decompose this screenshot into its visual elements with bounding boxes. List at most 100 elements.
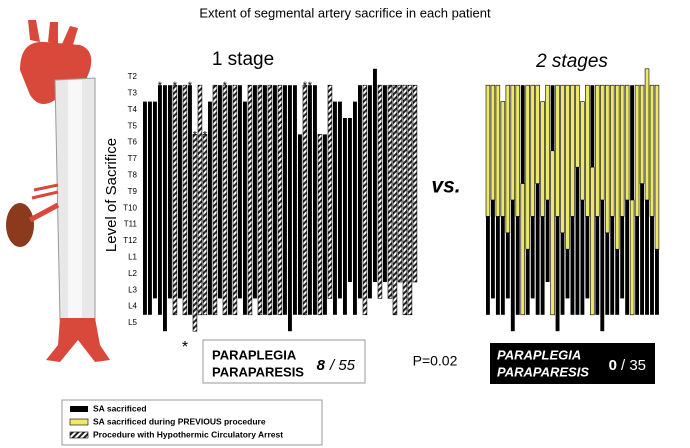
outcome-events: 8 [317,357,326,374]
bar-segment [605,84,610,234]
bar-segment [530,84,535,217]
bar-segment [148,101,152,315]
bar-segment [298,134,302,315]
bar-segment [212,84,218,316]
y-tick-label: L3 [128,285,137,294]
bar-annotation: * [223,80,228,92]
bar-segment [655,249,659,315]
bar-segment [595,84,600,217]
bar-segment [525,249,530,315]
p-value: P=0.02 [413,353,458,369]
bar-segment [600,200,605,332]
bar-segment [302,84,308,316]
bar-segment [277,84,283,316]
bar-segment [545,200,550,282]
bar-segment [412,84,418,283]
bar-segment [313,85,317,315]
bar-segment [377,84,383,299]
bar-segment [634,84,640,217]
bar-segment [605,232,610,315]
bar-segment [520,183,525,316]
bar-segment [338,101,342,299]
bar-segment [202,134,208,316]
bar-segment [630,85,635,200]
bar-segment [485,84,491,217]
bar-segment [168,85,172,299]
bar-annotation: * [173,80,178,92]
bar-segment [649,84,655,217]
bar-segment [560,232,565,315]
bar-segment [343,118,347,315]
bar-segment [505,84,511,234]
bar-segment [590,85,595,168]
legend-label: Procedure with Hypothermic Circulatory A… [93,429,283,439]
y-tick-label: L5 [128,318,137,327]
outcome-box [490,343,655,384]
outcome-events: 0 [609,357,617,374]
bar-segment [515,216,520,315]
bar-segment [490,84,496,201]
bar-segment [188,85,192,315]
bar-segment [535,183,540,315]
outcome-box [202,339,366,384]
bar-segment [308,85,312,315]
legend-swatch [69,431,89,439]
bar-segment [263,85,267,315]
bar-segment [550,85,555,151]
legend-box [61,399,323,446]
bar-segment [629,199,635,316]
bar-segment [595,216,600,315]
bar-segment [243,101,247,315]
legend-label: SA sacrificed during PREVIOUS procedure [93,416,266,426]
legend-swatch [70,406,88,412]
bar-segment [644,68,650,201]
bar-segment [486,216,490,315]
bar-annotation: * [193,129,198,141]
bar-segment [515,84,521,217]
bar-segment [495,84,501,217]
y-tick-label: T11 [124,220,138,229]
bar-segment [267,84,273,316]
bar-segment [192,134,198,332]
bar-segment [490,200,495,299]
bar-segment [158,85,162,315]
bar-segment [625,200,630,315]
bar-segment [232,84,238,316]
bar-segment [619,84,625,217]
bar-segment [317,134,323,316]
bar-segment [288,85,292,332]
bar-segment [348,118,352,282]
bar-segment [228,85,232,315]
bar-segment [238,85,242,299]
bar-segment [580,101,585,201]
bar-segment [600,84,605,201]
bar-segment [323,134,327,315]
bar-segment [500,216,505,315]
y-tick-label: T7 [128,154,138,163]
y-tick-label: T5 [128,121,138,130]
bar-segment [362,84,368,316]
bar-annotation: * [308,80,313,92]
y-tick-label: L2 [128,269,137,278]
y-tick-label: T4 [128,105,138,114]
bar-segment [495,216,500,315]
y-tick-label: L1 [128,253,137,262]
bar-annotation: * [203,129,208,141]
figure-title: Extent of segmental artery sacrifice in … [199,5,491,20]
bar-segment [620,216,625,299]
bar-segment [545,84,550,201]
bar-segment [500,101,506,217]
bar-segment [143,101,147,315]
bar-segment [560,84,565,234]
bar-segment [505,232,510,299]
panel-title: 1 stage [212,49,274,70]
bar-segment [520,85,525,184]
bar-segment [585,216,590,299]
bar-segment [565,249,570,299]
bar-segment [640,183,644,315]
y-tick-label: T10 [123,203,137,212]
bar-segment [624,84,630,201]
footnote-marker: * [182,339,188,356]
bar-segment [610,216,615,315]
bar-segment [218,85,222,299]
